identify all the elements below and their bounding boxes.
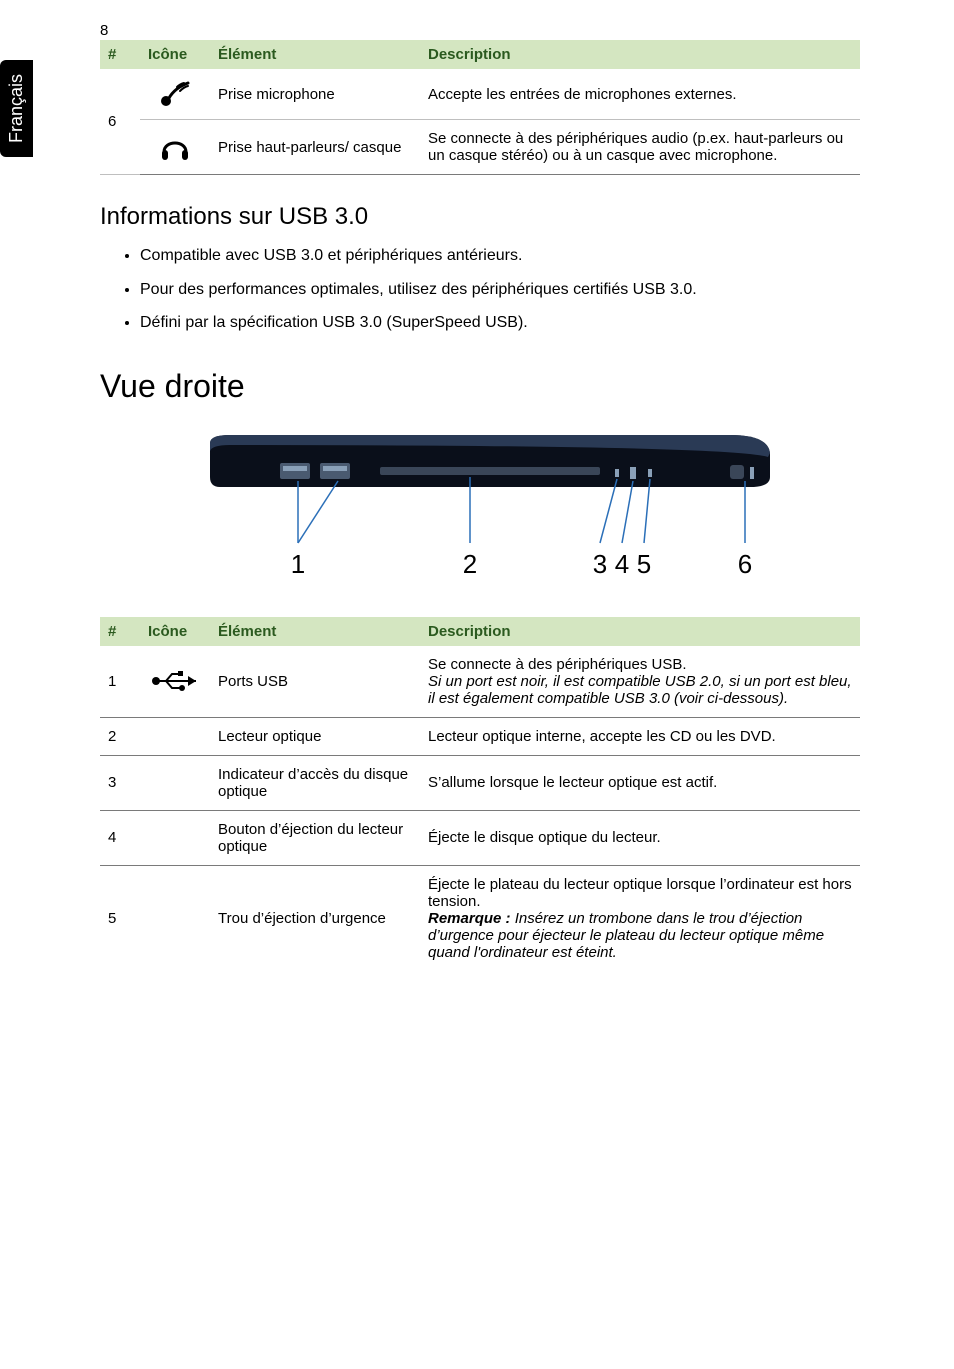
figure-label-1: 1 xyxy=(291,549,305,579)
row-elem: Prise haut-parleurs/ casque xyxy=(210,120,420,175)
mic-icon xyxy=(140,69,210,120)
desc-plain: Éjecte le plateau du lecteur optique lor… xyxy=(428,876,852,910)
th-desc: Description xyxy=(420,40,860,69)
list-item: Compatible avec USB 3.0 et périphériques… xyxy=(140,245,860,267)
table-row: 1 Ports USB Se connecte à des périphériq… xyxy=(100,646,860,718)
list-item: Défini par la spécification USB 3.0 (Sup… xyxy=(140,312,860,334)
laptop-side-figure: 1 2 3 4 5 6 xyxy=(100,423,860,593)
th-icon: Icône xyxy=(140,40,210,69)
th-desc: Description xyxy=(420,617,860,646)
row-elem: Bouton d’éjection du lecteur optique xyxy=(210,810,420,865)
row-elem: Indicateur d’accès du disque optique xyxy=(210,755,420,810)
language-tab: Français xyxy=(0,60,33,157)
row-num: 5 xyxy=(100,865,140,971)
row-desc: Se connecte à des périphériques audio (p… xyxy=(420,120,860,175)
row-desc: Éjecte le plateau du lecteur optique lor… xyxy=(420,865,860,971)
page-number: 8 xyxy=(100,22,108,39)
figure-label-2: 2 xyxy=(463,549,477,579)
figure-label-5: 5 xyxy=(637,549,651,579)
usb-section-title: Informations sur USB 3.0 xyxy=(100,203,860,231)
ports-table-top: # Icône Élément Description 6 xyxy=(100,40,860,175)
row-desc: Éjecte le disque optique du lecteur. xyxy=(420,810,860,865)
usb-bullets: Compatible avec USB 3.0 et périphériques… xyxy=(140,245,860,334)
row-elem: Prise microphone xyxy=(210,69,420,120)
row-elem: Ports USB xyxy=(210,646,420,718)
figure-label-6: 6 xyxy=(738,549,752,579)
figure-label-4: 4 xyxy=(615,549,629,579)
right-view-title: Vue droite xyxy=(100,368,860,405)
desc-italic: Si un port est noir, il est compatible U… xyxy=(428,673,852,707)
remark-label: Remarque : xyxy=(428,910,511,927)
row-group-num: 6 xyxy=(100,69,140,175)
ports-table-right: # Icône Élément Description 1 xyxy=(100,617,860,971)
row-desc: Accepte les entrées de microphones exter… xyxy=(420,69,860,120)
headphone-icon xyxy=(140,120,210,175)
table-row: 3 Indicateur d’accès du disque optique S… xyxy=(100,755,860,810)
row-desc: Se connecte à des périphériques USB. Si … xyxy=(420,646,860,718)
table-row: 4 Bouton d’éjection du lecteur optique É… xyxy=(100,810,860,865)
page-content: # Icône Élément Description 6 xyxy=(100,40,860,971)
th-icon: Icône xyxy=(140,617,210,646)
row-desc: S’allume lorsque le lecteur optique est … xyxy=(420,755,860,810)
row-elem: Lecteur optique xyxy=(210,717,420,755)
th-elem: Élément xyxy=(210,617,420,646)
table-row: 5 Trou d’éjection d’urgence Éjecte le pl… xyxy=(100,865,860,971)
row-num: 4 xyxy=(100,810,140,865)
row-num: 2 xyxy=(100,717,140,755)
table-row: Prise haut-parleurs/ casque Se connecte … xyxy=(100,120,860,175)
figure-label-3: 3 xyxy=(593,549,607,579)
row-num: 3 xyxy=(100,755,140,810)
row-elem: Trou d’éjection d’urgence xyxy=(210,865,420,971)
row-num: 1 xyxy=(100,646,140,718)
desc-plain: Se connecte à des périphériques USB. xyxy=(428,656,687,673)
th-num: # xyxy=(100,617,140,646)
table-row: 6 Prise microphone Accepte les entrées d… xyxy=(100,69,860,120)
list-item: Pour des performances optimales, utilise… xyxy=(140,279,860,301)
row-desc: Lecteur optique interne, accepte les CD … xyxy=(420,717,860,755)
th-elem: Élément xyxy=(210,40,420,69)
usb-icon xyxy=(140,646,210,718)
table-row: 2 Lecteur optique Lecteur optique intern… xyxy=(100,717,860,755)
th-num: # xyxy=(100,40,140,69)
